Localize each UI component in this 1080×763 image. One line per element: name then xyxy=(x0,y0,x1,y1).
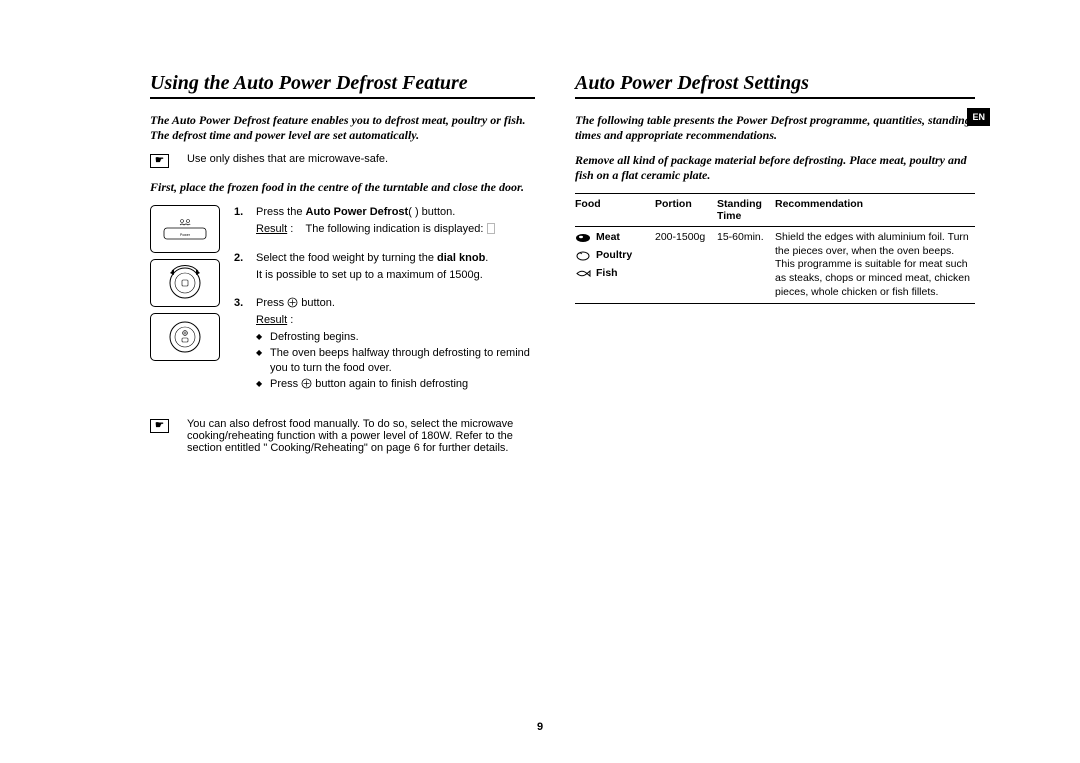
note-icon: ☛ xyxy=(150,154,169,168)
td-time: 15-60min. xyxy=(717,231,775,299)
manual-page: Using the Auto Power Defrost Feature The… xyxy=(0,0,1080,496)
food-poultry: Poultry xyxy=(575,249,655,261)
td-portion: 200-1500g xyxy=(655,231,717,299)
dial-knob-icon xyxy=(162,263,208,303)
bullet-item: Press button again to finish defrosting xyxy=(256,377,535,392)
left-column: Using the Auto Power Defrost Feature The… xyxy=(150,72,535,466)
manual-defrost-note: ☛ You can also defrost food manually. To… xyxy=(150,418,535,454)
th-time: Standing Time xyxy=(717,198,775,222)
control-panels: Power xyxy=(150,205,220,406)
meat-icon xyxy=(575,232,591,243)
step1-text-bold: Auto Power Defrost xyxy=(306,206,409,218)
start-inline-icon xyxy=(301,378,312,389)
right-heading: Auto Power Defrost Settings xyxy=(575,72,975,99)
right-column: Auto Power Defrost Settings The followin… xyxy=(575,72,975,466)
poultry-icon xyxy=(575,250,591,261)
svg-text:Power: Power xyxy=(180,233,191,237)
th-recommendation: Recommendation xyxy=(775,198,975,222)
page-number: 9 xyxy=(0,721,1080,733)
step1-text-pre: Press the xyxy=(256,206,306,218)
step3-text-post: button. xyxy=(301,297,335,309)
step1-text-post: ( ) button. xyxy=(408,206,455,218)
panel-defrost-button: Power xyxy=(150,205,220,253)
start-dial-icon xyxy=(162,317,208,357)
step3-text-pre: Press xyxy=(256,297,287,309)
step2-text-post: . xyxy=(485,252,488,264)
step2-text-pre: Select the food weight by turning the xyxy=(256,252,437,264)
note-text: Use only dishes that are microwave-safe. xyxy=(187,153,388,165)
step-1: 1. Press the Auto Power Defrost( ) butto… xyxy=(234,205,535,237)
td-food: Meat Poultry Fish xyxy=(575,231,655,299)
left-heading: Using the Auto Power Defrost Feature xyxy=(150,72,535,99)
food-meat: Meat xyxy=(575,231,655,243)
panel-start-dial xyxy=(150,313,220,361)
step-number: 1. xyxy=(234,205,248,237)
step-3: 3. Press button. Result : Defrosting beg… xyxy=(234,296,535,392)
placement-instruction: First, place the frozen food in the cent… xyxy=(150,180,535,195)
left-intro: The Auto Power Defrost feature enables y… xyxy=(150,113,535,143)
right-intro-1: The following table presents the Power D… xyxy=(575,113,975,143)
step2-text-bold: dial knob xyxy=(437,252,485,264)
defrost-table: Food Portion Standing Time Recommendatio… xyxy=(575,193,975,304)
step-number: 2. xyxy=(234,251,248,283)
right-intro-2: Remove all kind of package material befo… xyxy=(575,153,975,183)
step-list: 1. Press the Auto Power Defrost( ) butto… xyxy=(234,205,535,406)
bullet-item: Defrosting begins. xyxy=(256,330,535,345)
food-fish: Fish xyxy=(575,267,655,279)
step1-result-label: Result xyxy=(256,223,287,235)
th-food: Food xyxy=(575,198,655,222)
table-header: Food Portion Standing Time Recommendatio… xyxy=(575,193,975,227)
step2-line2: It is possible to set up to a maximum of… xyxy=(256,268,535,283)
step3-result-label: Result xyxy=(256,314,287,326)
panel-dial-knob xyxy=(150,259,220,307)
fish-icon xyxy=(575,268,591,279)
defrost-button-icon: Power xyxy=(163,218,207,240)
step-2: 2. Select the food weight by turning the… xyxy=(234,251,535,283)
bullet-item: The oven beeps halfway through defrostin… xyxy=(256,346,535,376)
step1-result-text: The following indication is displayed: xyxy=(306,223,484,235)
note-icon: ☛ xyxy=(150,419,169,433)
steps-block: Power xyxy=(150,205,535,406)
th-portion: Portion xyxy=(655,198,717,222)
start-inline-icon xyxy=(287,297,298,308)
step3-bullets: Defrosting begins. The oven beeps halfwa… xyxy=(256,330,535,391)
table-row: Meat Poultry Fish 200-1500g 15-60min. Sh… xyxy=(575,227,975,304)
td-recommendation: Shield the edges with aluminium foil. Tu… xyxy=(775,231,975,299)
step-number: 3. xyxy=(234,296,248,392)
display-indicator-icon xyxy=(487,223,495,234)
footnote-text: You can also defrost food manually. To d… xyxy=(187,418,535,454)
safety-note: ☛ Use only dishes that are microwave-saf… xyxy=(150,153,535,168)
language-tab: EN xyxy=(967,108,990,126)
